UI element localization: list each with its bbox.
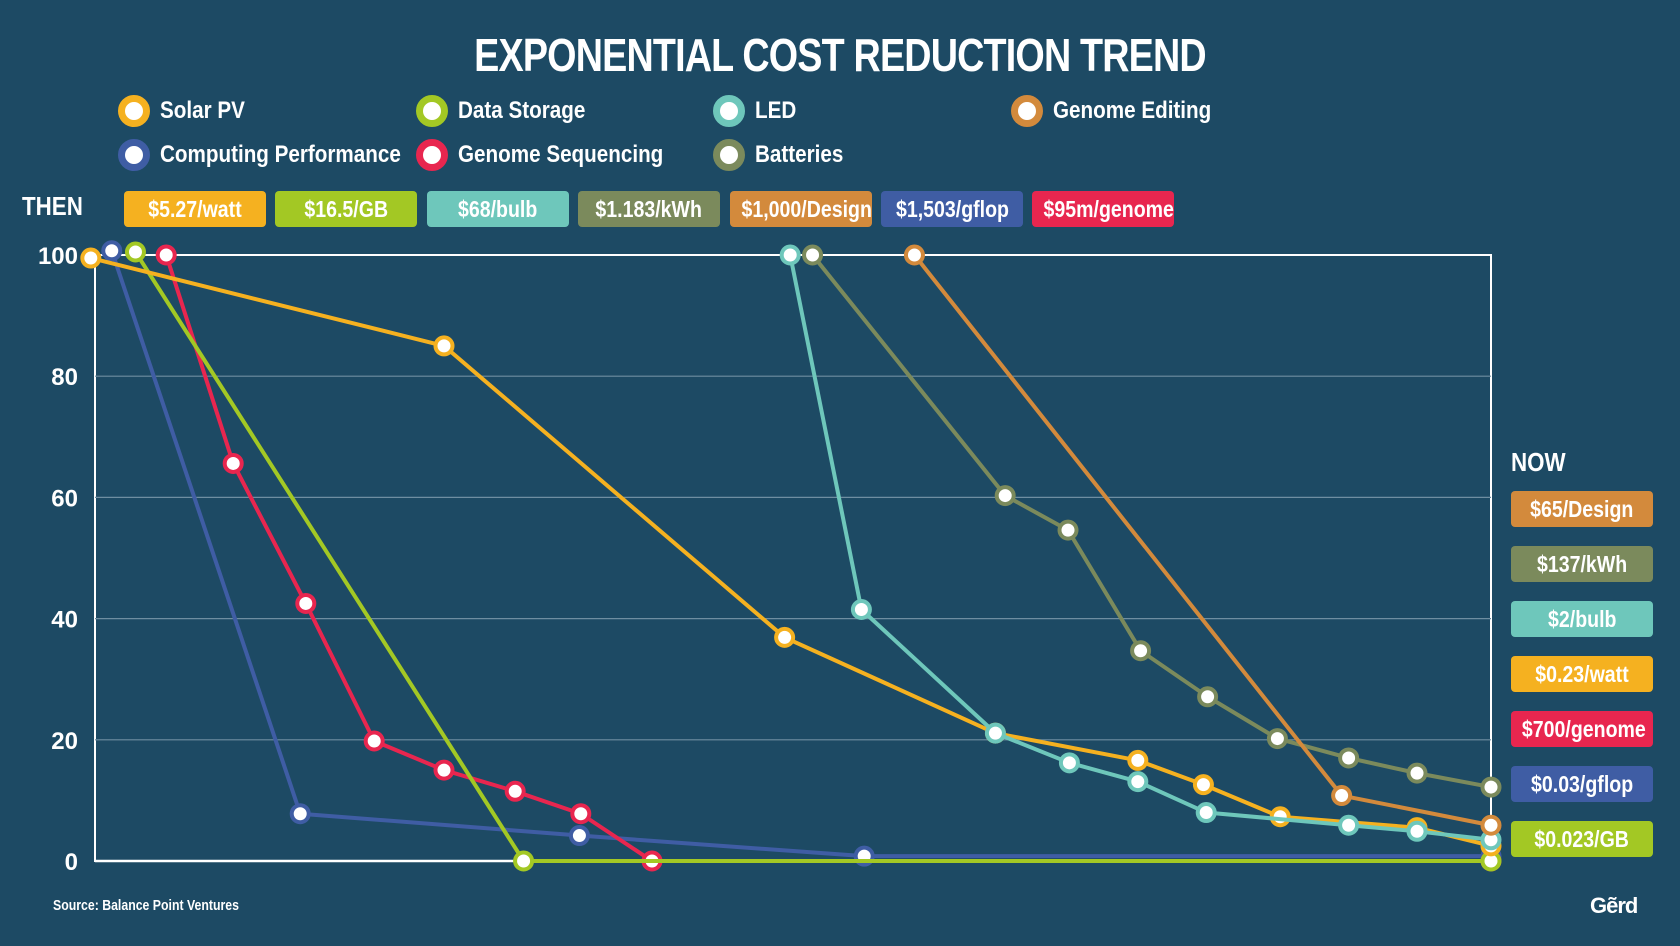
legend-marker-icon [118, 95, 150, 127]
data-point [433, 335, 455, 357]
data-point [1331, 785, 1353, 807]
legend-item-led: LED [713, 95, 803, 127]
data-point [1406, 820, 1428, 842]
brand-logo: Gẽrd [1590, 893, 1638, 918]
then-badge-16-5-gb: $16.5/GB [275, 191, 417, 227]
data-point [850, 599, 872, 621]
then-badge-1-183-kwh: $1.183/kWh [578, 191, 720, 227]
data-point [433, 759, 455, 781]
legend-marker-icon [1011, 95, 1043, 127]
then-badge-68-bulb: $68/bulb [427, 191, 569, 227]
legend-item-solar-pv: Solar PV [118, 95, 259, 127]
legend-label: Genome Editing [1053, 97, 1212, 124]
data-point [1058, 752, 1080, 774]
data-point [1195, 802, 1217, 824]
legend-marker-icon [713, 139, 745, 171]
data-point [802, 244, 824, 266]
series-line [88, 256, 1493, 848]
legend-marker-icon [713, 95, 745, 127]
series-batteries [802, 244, 1502, 798]
series-line [810, 253, 1493, 790]
then-label: THEN [22, 191, 83, 221]
then-badge-1-000-design: $1,000/Design [730, 191, 872, 227]
series-genome-sequencing [155, 244, 1502, 872]
now-badge-0-23-watt: $0.23/watt [1511, 656, 1653, 692]
now-label: NOW [1511, 447, 1566, 477]
data-point [289, 803, 311, 825]
then-badge-1-503-gflop: $1,503/gflop [881, 191, 1023, 227]
data-point [1266, 728, 1288, 750]
legend-label: Data Storage [458, 97, 586, 124]
data-point [363, 730, 385, 752]
legend-item-computing-performance: Computing Performance [118, 139, 440, 171]
data-point [1130, 640, 1152, 662]
legend-label: Computing Performance [160, 141, 401, 168]
y-tick-label: 60 [51, 485, 78, 512]
data-point [984, 722, 1006, 744]
legend-marker-icon [118, 139, 150, 171]
data-point [568, 825, 590, 847]
now-badge-0-023-gb: $0.023/GB [1511, 821, 1653, 857]
now-badge-700-genome: $700/genome [1511, 711, 1653, 747]
now-badge-137-kwh: $137/kWh [1511, 546, 1653, 582]
data-point [222, 452, 244, 474]
data-point [1338, 814, 1360, 836]
series-line [109, 248, 1493, 859]
y-tick-label: 40 [51, 607, 78, 634]
legend-label: LED [755, 97, 797, 124]
legend-marker-icon [416, 139, 448, 171]
data-point [779, 244, 801, 266]
y-tick-label: 80 [51, 364, 78, 391]
now-badge-0-03-gflop: $0.03/gflop [1511, 766, 1653, 802]
series-line [164, 253, 1493, 863]
data-point [1480, 776, 1502, 798]
legend-label: Batteries [755, 141, 844, 168]
data-point [295, 592, 317, 614]
series-solar-pv [80, 247, 1502, 857]
data-point [513, 850, 535, 872]
series-genome-editing [903, 244, 1502, 836]
data-point [1197, 686, 1219, 708]
legend-item-genome-editing: Genome Editing [1011, 95, 1237, 127]
legend-label: Genome Sequencing [458, 141, 664, 168]
data-point [1127, 771, 1149, 793]
data-point [903, 244, 925, 266]
legend-item-data-storage: Data Storage [416, 95, 606, 127]
data-point [994, 485, 1016, 507]
source-note: Source: Balance Point Ventures [53, 897, 239, 914]
legend-marker-icon [416, 95, 448, 127]
legend-item-batteries: Batteries [713, 139, 858, 171]
legend-item-genome-sequencing: Genome Sequencing [416, 139, 697, 171]
series-data-storage [124, 241, 1502, 872]
legend-label: Solar PV [160, 97, 245, 124]
data-point [155, 244, 177, 266]
data-point [1192, 774, 1214, 796]
y-tick-label: 0 [65, 849, 78, 876]
data-point [1406, 762, 1428, 784]
data-point [124, 241, 146, 263]
data-point [570, 803, 592, 825]
data-point [504, 780, 526, 802]
data-point [1338, 747, 1360, 769]
then-badge-95m-genome: $95m/genome [1032, 191, 1174, 227]
series-led [779, 244, 1502, 851]
plot-frame [94, 254, 1492, 862]
now-badge-2-bulb: $2/bulb [1511, 601, 1653, 637]
chart-legend: Solar PV Data Storage LED Genome Editing Com… [118, 95, 1268, 185]
then-badge-5-27-watt: $5.27/watt [124, 191, 266, 227]
chart-title: EXPONENTIAL COST REDUCTION TREND [474, 29, 1207, 81]
data-point [1127, 749, 1149, 771]
data-point [101, 240, 123, 262]
data-point [774, 626, 796, 648]
data-point [80, 247, 102, 269]
series-computing-performance [101, 240, 1502, 867]
now-badge-65-design: $65/Design [1511, 491, 1653, 527]
data-point [1057, 519, 1079, 541]
y-tick-label: 20 [51, 728, 78, 755]
y-tick-label: 100 [38, 243, 78, 270]
data-point [1480, 814, 1502, 836]
series-line [133, 249, 1493, 863]
